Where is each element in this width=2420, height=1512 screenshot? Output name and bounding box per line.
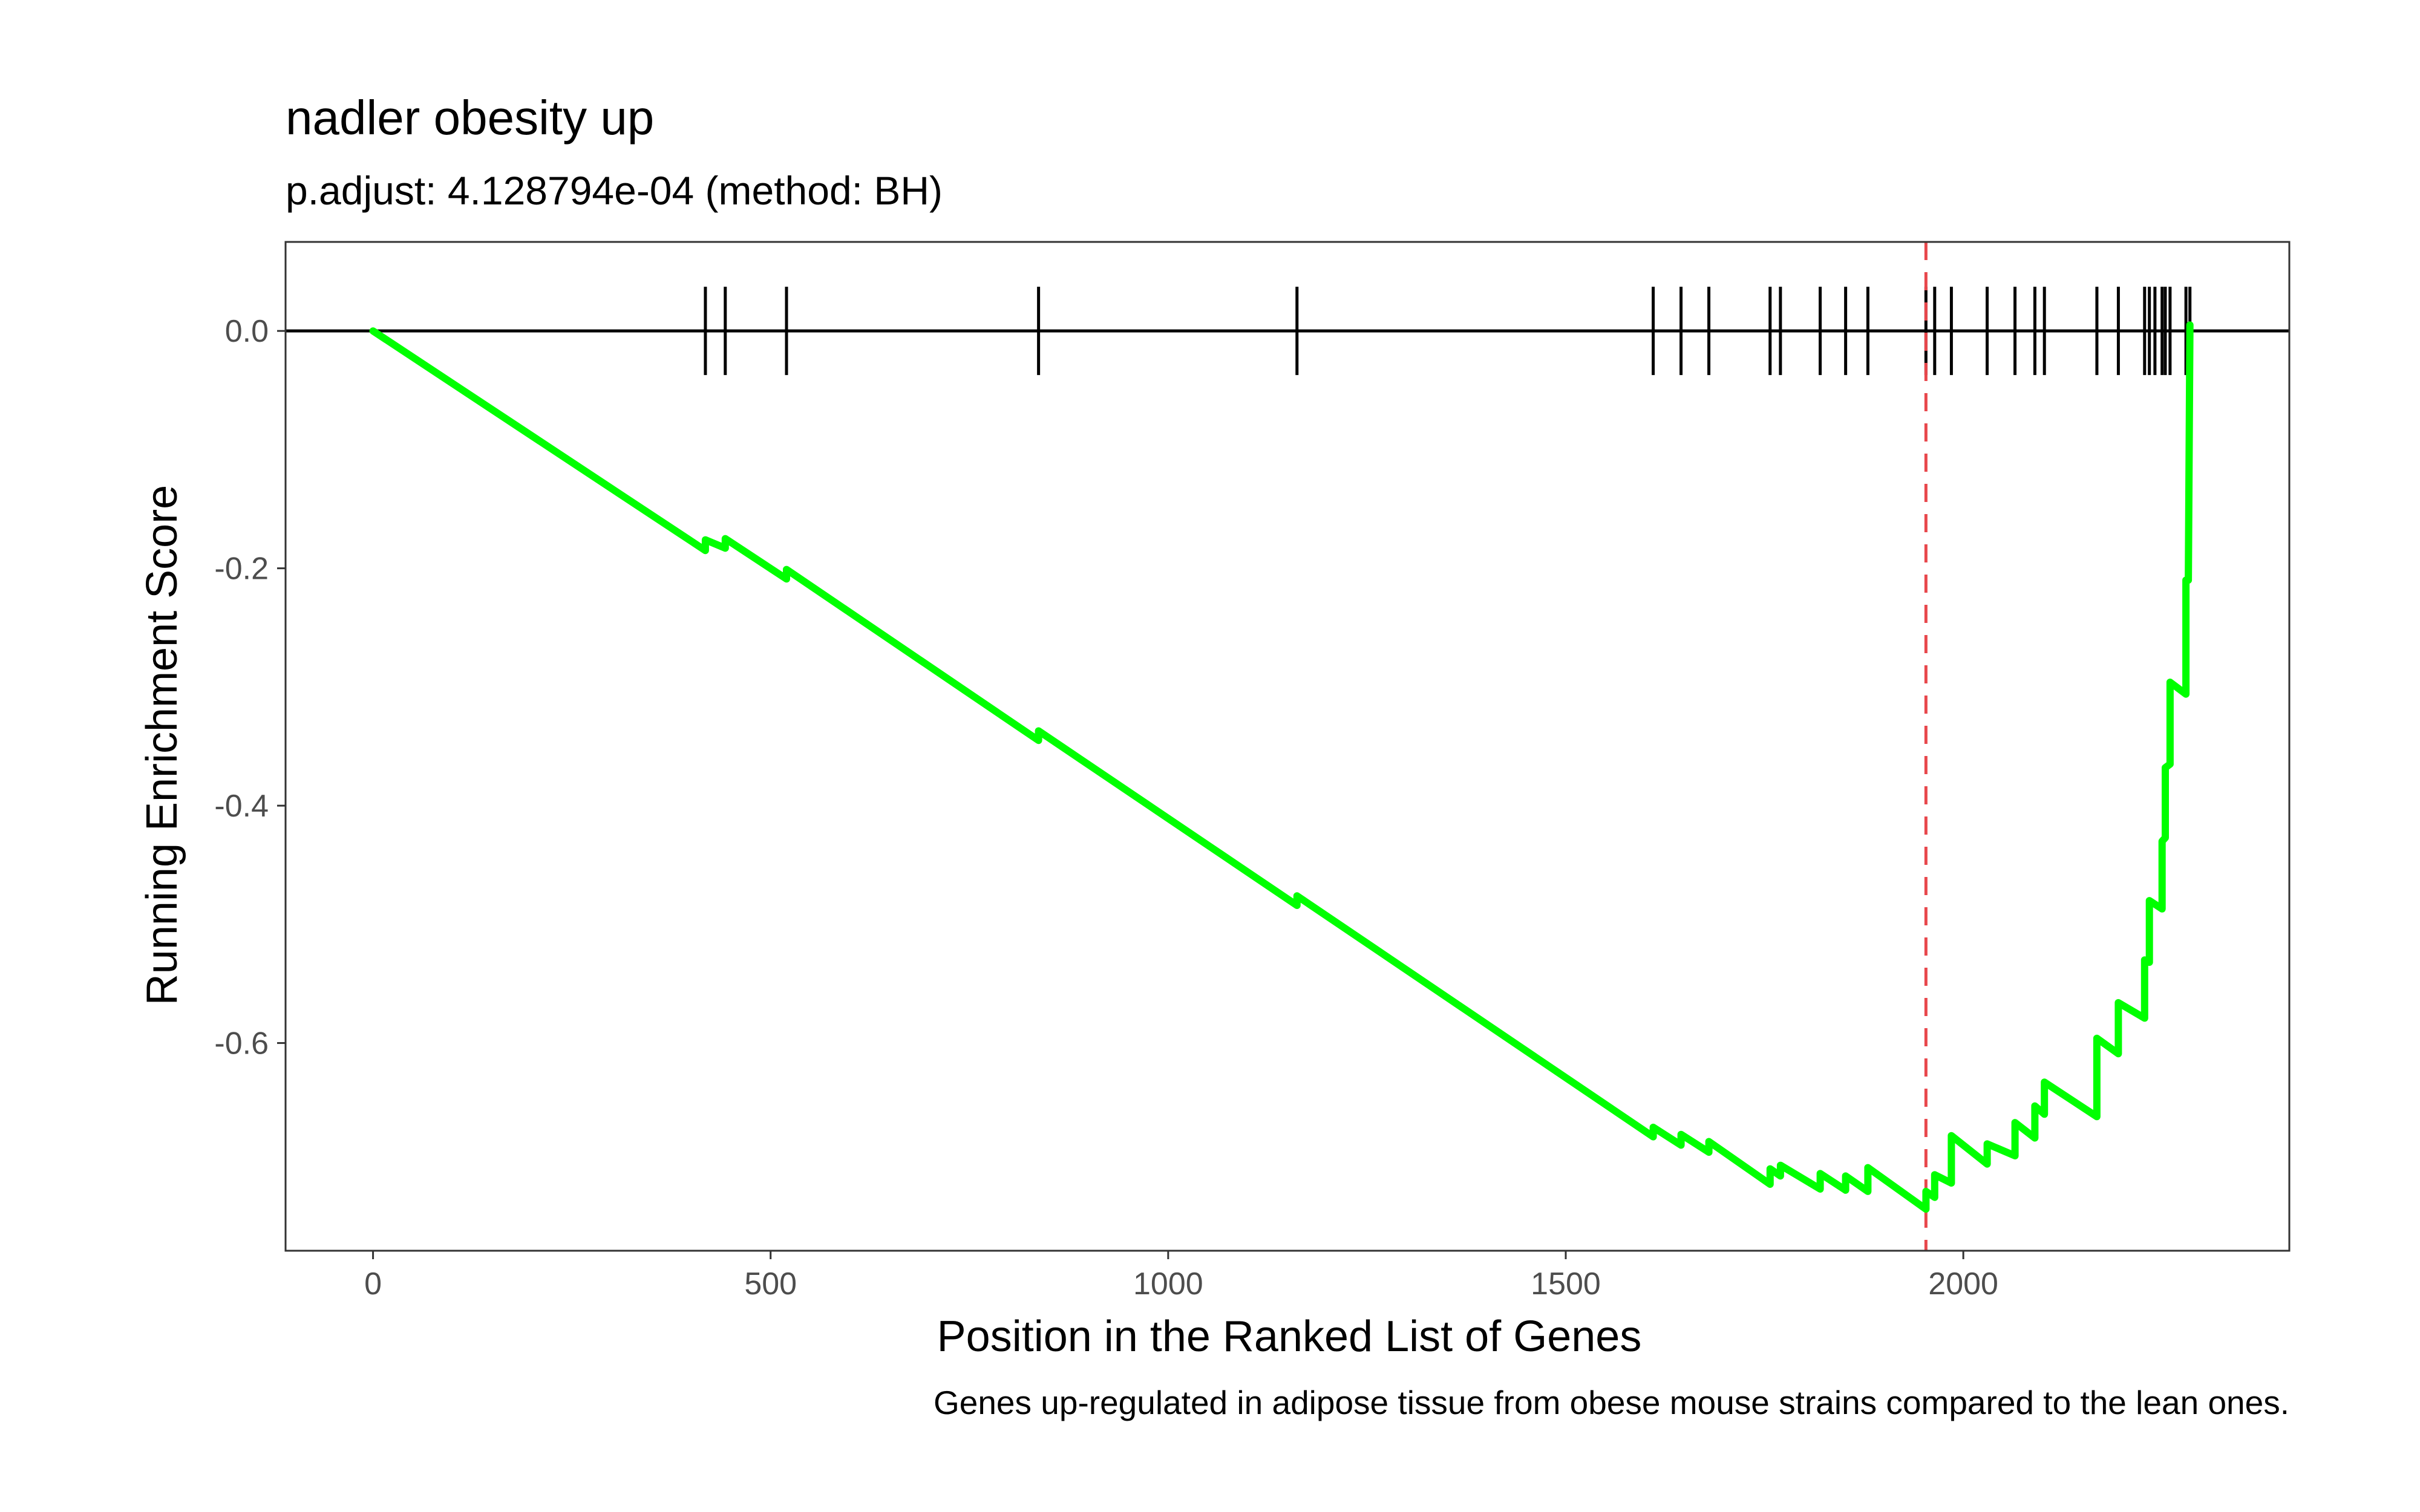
- y-tick-label: -0.4: [214, 789, 269, 824]
- enrichment-score-line: [369, 321, 2194, 1213]
- x-tick-label: 500: [744, 1266, 797, 1302]
- x-tick-label: 1500: [1531, 1266, 1601, 1302]
- x-tick-label: 1000: [1133, 1266, 1203, 1302]
- x-axis-title: Position in the Ranked List of Genes: [937, 1312, 1642, 1361]
- y-tick-label: 0.0: [225, 314, 269, 349]
- y-tick-label: -0.2: [214, 552, 269, 587]
- y-axis-title: Running Enrichment Score: [138, 485, 186, 1005]
- chart-subtitle: p.adjust: 4.128794e-04 (method: BH): [286, 168, 943, 213]
- chart-title: nadler obesity up: [286, 91, 654, 145]
- y-tick-label: -0.6: [214, 1026, 269, 1061]
- x-tick-label: 0: [364, 1266, 382, 1302]
- chart-caption: Genes up-regulated in adipose tissue fro…: [934, 1384, 2289, 1421]
- plot-area: 0 500 1000 1500 2000 0.0 -0.2 -0.4 -0.6: [214, 241, 2291, 1302]
- x-tick-label: 2000: [1928, 1266, 1998, 1302]
- plot-panel-border: [284, 241, 2291, 1252]
